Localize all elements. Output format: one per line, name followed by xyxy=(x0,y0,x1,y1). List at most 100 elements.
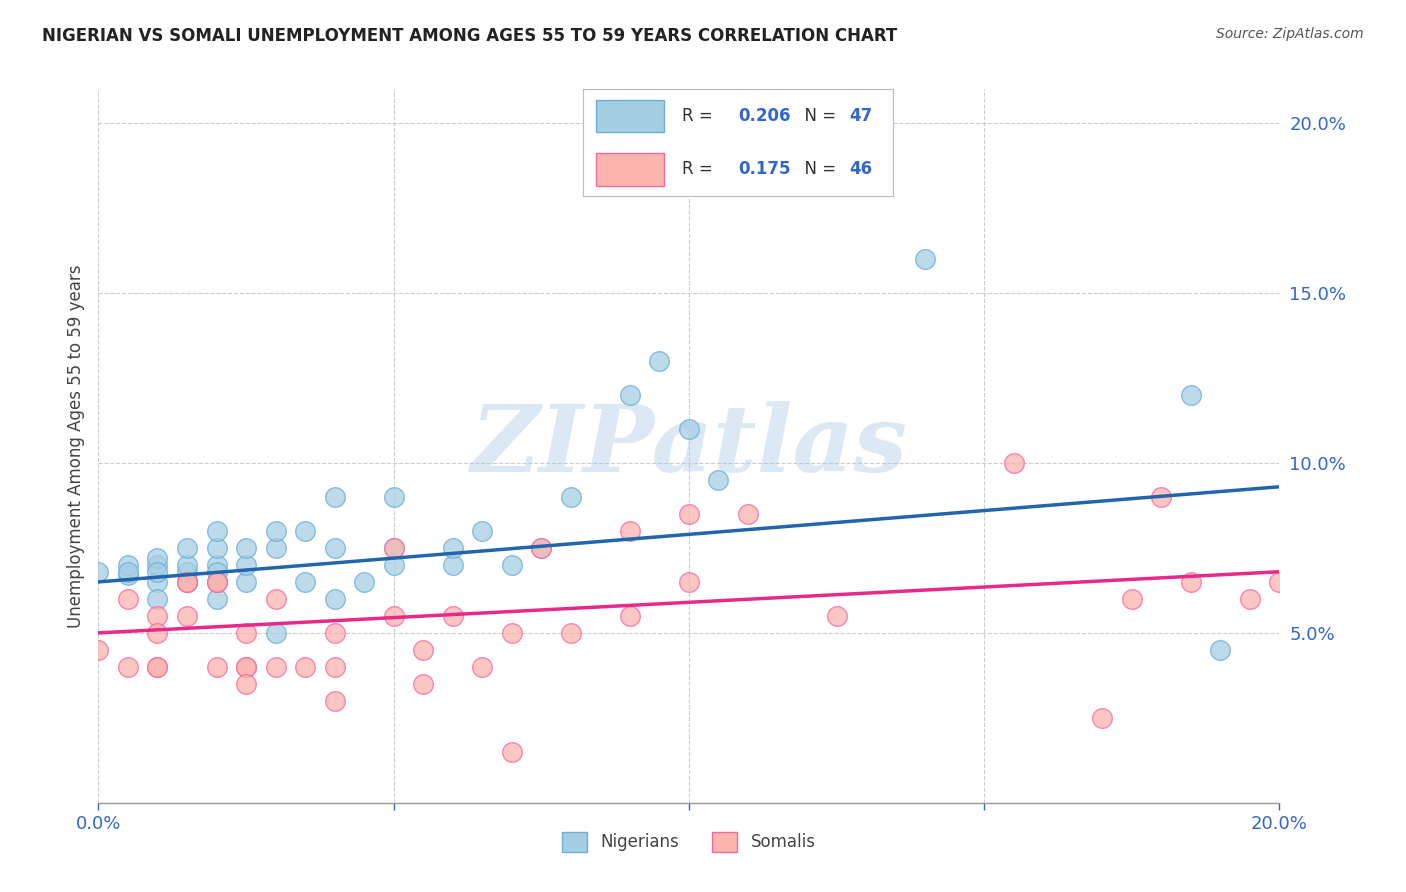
Point xyxy=(205,565,228,579)
Point xyxy=(87,643,110,657)
Point xyxy=(176,541,198,555)
Point xyxy=(294,660,316,674)
Text: 0.175: 0.175 xyxy=(738,161,790,178)
Point xyxy=(235,660,257,674)
Point xyxy=(264,660,287,674)
Point xyxy=(382,608,405,623)
Point xyxy=(205,541,228,555)
Point xyxy=(914,252,936,266)
Point xyxy=(678,574,700,589)
Point xyxy=(1091,711,1114,725)
Point xyxy=(146,660,169,674)
Point xyxy=(323,490,346,504)
Point xyxy=(235,574,257,589)
Point xyxy=(619,524,641,538)
Point xyxy=(117,660,139,674)
Text: 46: 46 xyxy=(849,161,873,178)
Point xyxy=(146,574,169,589)
Point xyxy=(176,574,198,589)
Point xyxy=(382,541,405,555)
Text: N =: N = xyxy=(794,107,841,125)
Point xyxy=(1268,574,1291,589)
Point xyxy=(530,541,553,555)
Point xyxy=(323,541,346,555)
Point xyxy=(117,568,139,582)
Point xyxy=(176,574,198,589)
Point xyxy=(1180,574,1202,589)
Point xyxy=(205,574,228,589)
Text: NIGERIAN VS SOMALI UNEMPLOYMENT AMONG AGES 55 TO 59 YEARS CORRELATION CHART: NIGERIAN VS SOMALI UNEMPLOYMENT AMONG AG… xyxy=(42,27,897,45)
Point xyxy=(382,558,405,572)
Point xyxy=(382,490,405,504)
Point xyxy=(146,660,169,674)
Point xyxy=(146,558,169,572)
Point xyxy=(235,541,257,555)
Point xyxy=(560,490,582,504)
Text: 0.206: 0.206 xyxy=(738,107,790,125)
Point xyxy=(441,541,464,555)
Point xyxy=(471,524,494,538)
Point xyxy=(235,558,257,572)
Point xyxy=(176,608,198,623)
Point xyxy=(382,541,405,555)
Text: 47: 47 xyxy=(849,107,873,125)
Text: N =: N = xyxy=(794,161,841,178)
Point xyxy=(146,591,169,606)
Point xyxy=(264,626,287,640)
Point xyxy=(441,558,464,572)
Point xyxy=(235,677,257,691)
Point xyxy=(176,574,198,589)
Point xyxy=(737,507,759,521)
Text: Source: ZipAtlas.com: Source: ZipAtlas.com xyxy=(1216,27,1364,41)
Legend: Nigerians, Somalis: Nigerians, Somalis xyxy=(555,825,823,859)
Point xyxy=(323,591,346,606)
Point xyxy=(471,660,494,674)
Point xyxy=(205,574,228,589)
Point xyxy=(294,524,316,538)
Point xyxy=(235,660,257,674)
Point xyxy=(441,608,464,623)
Point xyxy=(235,626,257,640)
Point xyxy=(1002,456,1025,470)
Point xyxy=(501,745,523,759)
Text: R =: R = xyxy=(682,107,718,125)
Point xyxy=(353,574,375,589)
FancyBboxPatch shape xyxy=(596,153,664,186)
Point xyxy=(323,694,346,708)
Point xyxy=(264,591,287,606)
Point xyxy=(117,591,139,606)
Point xyxy=(146,608,169,623)
Point xyxy=(146,565,169,579)
Point xyxy=(205,524,228,538)
Point xyxy=(294,574,316,589)
Point xyxy=(501,626,523,640)
Point xyxy=(619,388,641,402)
Point xyxy=(323,626,346,640)
Text: ZIPatlas: ZIPatlas xyxy=(471,401,907,491)
Point xyxy=(117,558,139,572)
Point xyxy=(117,565,139,579)
Point xyxy=(619,608,641,623)
Point xyxy=(1239,591,1261,606)
Point xyxy=(1180,388,1202,402)
Point xyxy=(176,558,198,572)
Point xyxy=(205,591,228,606)
Point xyxy=(412,677,434,691)
Point xyxy=(412,643,434,657)
Point xyxy=(678,507,700,521)
Point xyxy=(146,626,169,640)
Y-axis label: Unemployment Among Ages 55 to 59 years: Unemployment Among Ages 55 to 59 years xyxy=(66,264,84,628)
Point xyxy=(678,422,700,436)
FancyBboxPatch shape xyxy=(596,100,664,132)
Point xyxy=(323,660,346,674)
Point xyxy=(825,608,848,623)
Point xyxy=(530,541,553,555)
Point xyxy=(146,551,169,566)
Point xyxy=(205,574,228,589)
Point xyxy=(501,558,523,572)
Point xyxy=(560,626,582,640)
Point xyxy=(1121,591,1143,606)
Point xyxy=(205,558,228,572)
Point xyxy=(87,565,110,579)
Point xyxy=(648,354,671,368)
